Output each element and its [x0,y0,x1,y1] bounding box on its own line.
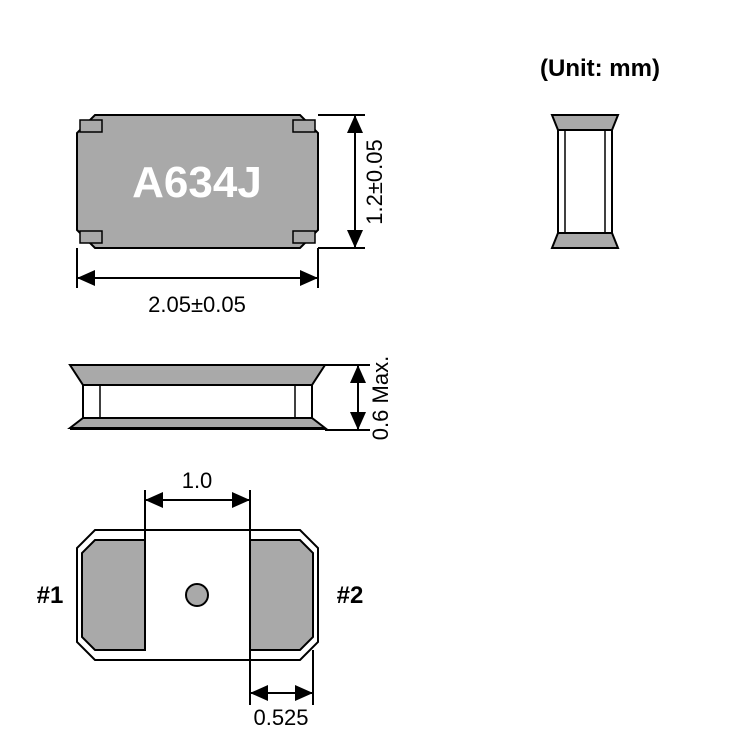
pad-2 [250,540,313,650]
pin1-label: #1 [37,582,64,609]
front-height-dim: 0.6 Max. [368,356,393,440]
padw-dim: 0.525 [253,705,308,730]
center-dot [186,584,208,606]
package-drawing: A634J 2.05±0.05 1.2±0.05 [0,0,750,750]
top-view: A634J 2.05±0.05 1.2±0.05 [77,115,387,317]
front-view: 0.6 Max. [70,356,393,440]
pin2-label: #2 [337,582,364,609]
bottom-view: #1 #2 1.0 0.525 [37,468,364,730]
marking-text: A634J [132,158,262,207]
gap-dim: 1.0 [182,468,213,493]
pad-1 [82,540,145,650]
unit-label: (Unit: mm) [540,55,660,83]
side-view-right [552,115,618,248]
width-dim: 2.05±0.05 [148,292,246,317]
height-dim: 1.2±0.05 [362,139,387,224]
